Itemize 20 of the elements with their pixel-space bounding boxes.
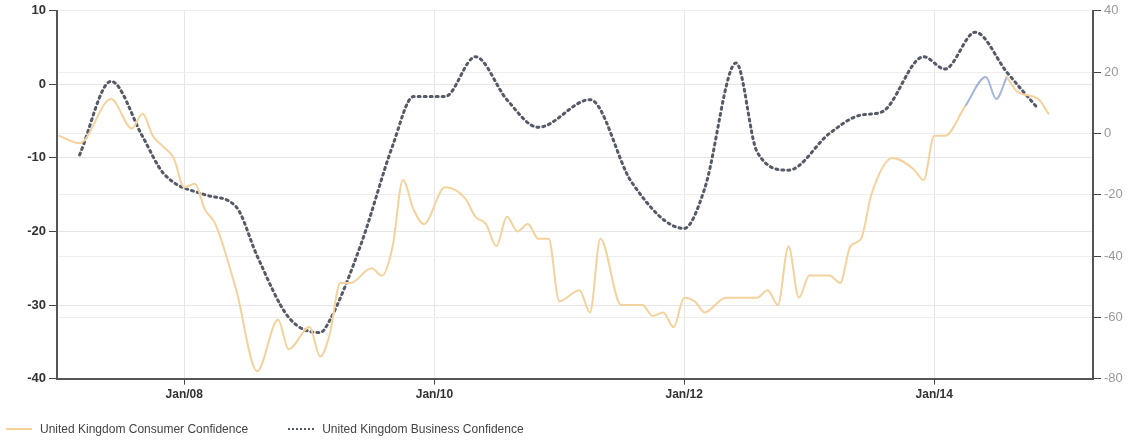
y-tick-label: -30: [27, 296, 46, 312]
x-tick-label: Jan/08: [165, 387, 204, 402]
y2-tick-label: 40: [1104, 2, 1119, 18]
y2-tick-label: 0: [1104, 124, 1112, 140]
x-tick-label: Jan/10: [415, 387, 454, 402]
x-tick-label: Jan/14: [915, 387, 954, 402]
y2-tick-label: -80: [1104, 370, 1123, 386]
legend-label: United Kingdom Consumer Confidence: [40, 422, 249, 436]
y2-tick-label: -60: [1104, 308, 1123, 324]
y-tick-label: -10: [27, 149, 46, 165]
y-tick-label: 10: [31, 2, 46, 18]
x-tick-label: Jan/12: [665, 387, 704, 402]
line-series: [78, 30, 1040, 335]
legend-label: United Kingdom Business Confidence: [322, 422, 524, 436]
y-tick-label: 0: [38, 75, 46, 91]
y2-tick-label: -20: [1104, 186, 1123, 202]
y-tick-label: -20: [27, 223, 46, 239]
y2-tick-label: -40: [1104, 247, 1123, 263]
y2-tick-label: 20: [1104, 63, 1119, 79]
y-tick-label: -40: [27, 370, 46, 386]
